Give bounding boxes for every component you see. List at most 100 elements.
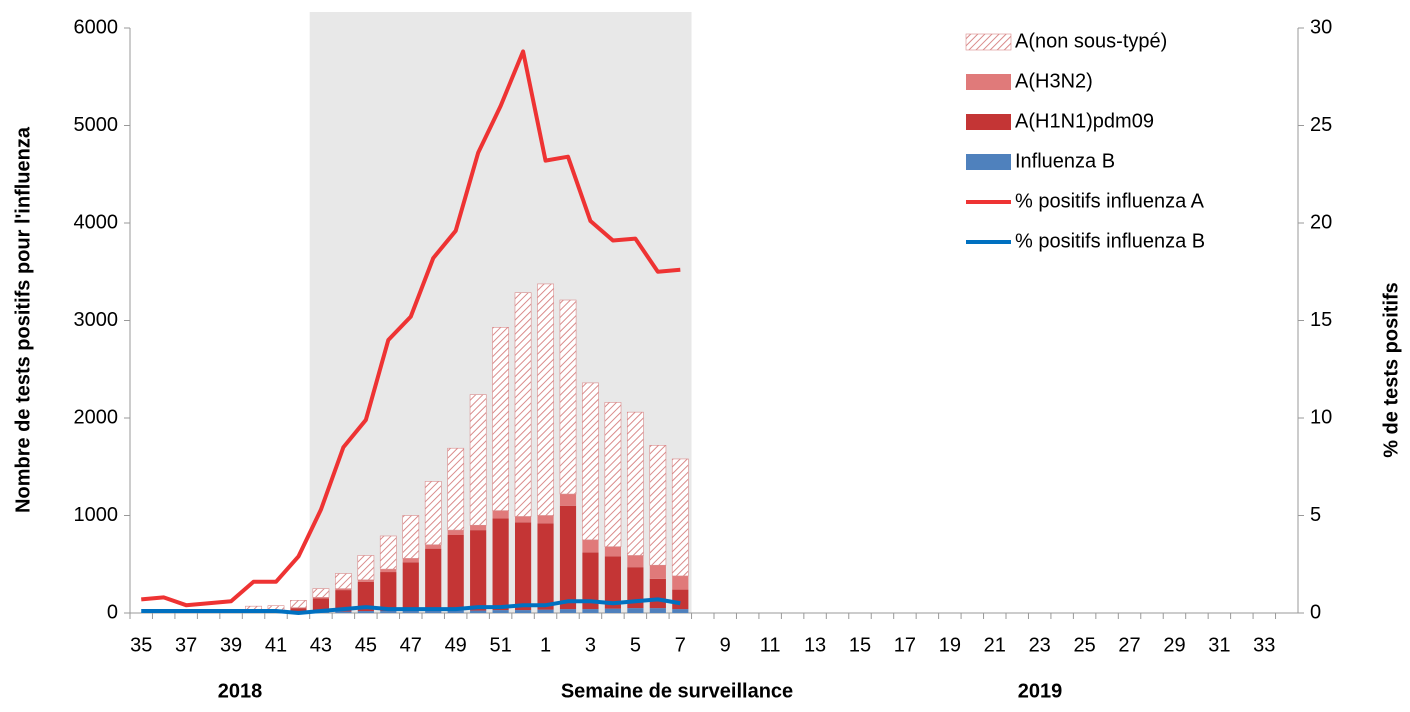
bar-segment — [560, 506, 576, 609]
legend-swatch — [966, 34, 1011, 50]
bar-segment — [650, 579, 666, 608]
bar-segment — [358, 555, 374, 579]
legend-label: A(non sous-typé) — [1015, 30, 1167, 52]
y2-tick-label: 0 — [1310, 601, 1321, 623]
bar-segment — [335, 574, 351, 589]
y2-tick-label: 5 — [1310, 504, 1321, 526]
x-tick-label: 29 — [1163, 634, 1185, 656]
x-tick-label: 15 — [849, 634, 871, 656]
x-tick-label: 7 — [675, 634, 686, 656]
bar-segment — [493, 518, 509, 610]
y-tick-label: 6000 — [74, 16, 119, 38]
bar-segment — [448, 535, 464, 611]
bar-segment — [470, 525, 486, 530]
y2-tick-label: 20 — [1310, 211, 1332, 233]
bar-segment — [470, 395, 486, 526]
y2-tick-label: 30 — [1310, 16, 1332, 38]
x-tick-label: 9 — [720, 634, 731, 656]
x-tick-label: 43 — [310, 634, 332, 656]
bar-segment — [493, 610, 509, 613]
bar-segment — [313, 589, 329, 598]
x-tick-label: 23 — [1029, 634, 1051, 656]
x-tick-label: 33 — [1253, 634, 1275, 656]
bar-segment — [627, 555, 643, 567]
legend-label: % positifs influenza B — [1015, 230, 1205, 252]
bar-segment — [605, 402, 621, 546]
y-tick-label: 4000 — [74, 211, 119, 233]
bar-segment — [448, 530, 464, 535]
bar-segment — [672, 590, 688, 610]
bar-segment — [605, 547, 621, 557]
bar-segment — [380, 572, 396, 611]
bar-segment — [493, 327, 509, 510]
bar-segment — [672, 576, 688, 590]
bar-segment — [470, 611, 486, 613]
x-tick-label: 49 — [445, 634, 467, 656]
y2-tick-label: 15 — [1310, 309, 1332, 331]
x-tick-label: 5 — [630, 634, 641, 656]
bar-segment — [672, 609, 688, 613]
bar-segment — [515, 522, 531, 610]
y-tick-label: 2000 — [74, 406, 119, 428]
legend-label: A(H1N1)pdm09 — [1015, 110, 1154, 132]
bar-segment — [537, 523, 553, 609]
bar-segment — [537, 516, 553, 524]
y2-axis-title: % de tests positifs — [1380, 282, 1402, 458]
bar-segment — [448, 448, 464, 530]
x-tick-label: 35 — [130, 634, 152, 656]
bar-segment — [582, 609, 598, 613]
y-tick-label: 5000 — [74, 114, 119, 136]
year-label: 2018 — [218, 680, 263, 702]
legend-swatch — [966, 154, 1011, 170]
legend-label: Influenza B — [1015, 150, 1115, 172]
x-tick-label: 37 — [175, 634, 197, 656]
x-axis-title: Semaine de surveillance — [561, 680, 793, 702]
x-tick-label: 47 — [400, 634, 422, 656]
x-tick-label: 21 — [984, 634, 1006, 656]
x-tick-label: 11 — [760, 634, 781, 656]
bar-segment — [403, 558, 419, 562]
bar-segment — [403, 516, 419, 559]
bar-segment — [335, 612, 351, 613]
bar-segment — [425, 549, 441, 611]
bar-segment — [425, 611, 441, 613]
x-tick-label: 45 — [355, 634, 377, 656]
bar-segment — [290, 600, 306, 607]
y-tick-label: 0 — [107, 601, 118, 623]
x-tick-label: 1 — [540, 634, 551, 656]
bar-segment — [650, 565, 666, 579]
x-tick-label: 31 — [1208, 634, 1230, 656]
x-tick-label: 17 — [894, 634, 916, 656]
bar-segment — [560, 609, 576, 613]
x-tick-label: 3 — [585, 634, 596, 656]
bar-segment — [425, 481, 441, 544]
bar-segment — [582, 540, 598, 553]
y-axis-title: Nombre de tests positifs pour l'influenz… — [12, 126, 34, 513]
bar-segment — [515, 516, 531, 522]
legend-label: A(H3N2) — [1015, 70, 1093, 92]
bar-segment — [380, 611, 396, 613]
x-tick-label: 27 — [1118, 634, 1140, 656]
bar-segment — [650, 445, 666, 565]
y-tick-label: 3000 — [74, 309, 119, 331]
y2-tick-label: 25 — [1310, 114, 1332, 136]
bar-segment — [425, 545, 441, 549]
bar-segment — [582, 383, 598, 540]
year-label: 2019 — [1018, 680, 1063, 702]
bar-segment — [380, 569, 396, 572]
y2-tick-label: 10 — [1310, 406, 1332, 428]
x-tick-label: 13 — [804, 634, 826, 656]
bar-segment — [537, 610, 553, 613]
x-tick-label: 39 — [220, 634, 242, 656]
x-tick-label: 41 — [265, 634, 287, 656]
x-tick-label: 19 — [939, 634, 961, 656]
bar-segment — [403, 562, 419, 611]
x-tick-label: 25 — [1073, 634, 1095, 656]
x-tick-label: 51 — [489, 634, 511, 656]
bar-segment — [380, 536, 396, 569]
bar-segment — [605, 609, 621, 613]
bar-segment — [627, 608, 643, 613]
bar-segment — [537, 284, 553, 516]
bar-segment — [515, 610, 531, 613]
